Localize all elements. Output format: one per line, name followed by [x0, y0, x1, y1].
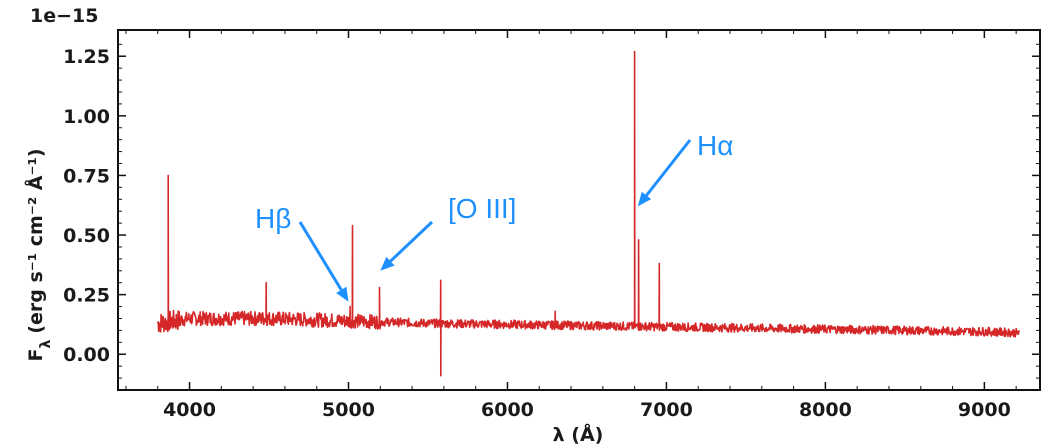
y-axis-label-subscript: λ: [38, 340, 54, 349]
x-tick-label: 4000: [163, 399, 216, 421]
annotation-arrow-head: [380, 256, 395, 271]
x-axis-label: λ (Å): [553, 422, 604, 445]
x-tick-label: 6000: [481, 399, 534, 421]
x-tick-label: 8000: [799, 399, 852, 421]
y-axis-label: Fλ (erg s⁻¹ cm⁻² Å⁻¹): [23, 148, 54, 361]
y-axis-label-units: (erg s⁻¹ cm⁻² Å⁻¹): [23, 148, 47, 333]
y-tick-label: 0.50: [63, 225, 110, 247]
plot-frame: [117, 29, 1041, 391]
annotation-label: Hα: [697, 130, 733, 161]
y-tick-label: 1.00: [63, 106, 110, 128]
annotation-label: Hβ: [255, 203, 291, 234]
annotation-label: [O III]: [448, 193, 516, 224]
y-offset-label: 1e−15: [30, 5, 98, 27]
y-axis-label-prefix: F: [25, 349, 47, 362]
y-tick-label: 0.00: [63, 344, 110, 366]
annotation-arrow-shaft: [389, 220, 434, 263]
annotation-arrow-head: [336, 286, 349, 302]
y-tick-label: 0.25: [63, 285, 110, 307]
annotation-arrow-shaft: [298, 221, 343, 291]
x-tick-label: 5000: [322, 399, 375, 421]
annotation-arrow-head: [637, 191, 652, 207]
x-tick-label: 7000: [640, 399, 693, 421]
x-tick-label: 9000: [958, 399, 1011, 421]
y-tick-label: 1.25: [63, 46, 110, 68]
spectrum-line: [156, 50, 1020, 377]
y-tick-label: 0.75: [63, 165, 110, 187]
plot-area: 4000 5000 6000 7000 8000 9000 0.00 0.25 0.50 0.75…: [63, 29, 1041, 421]
annotation-arrow-shaft: [645, 139, 692, 197]
